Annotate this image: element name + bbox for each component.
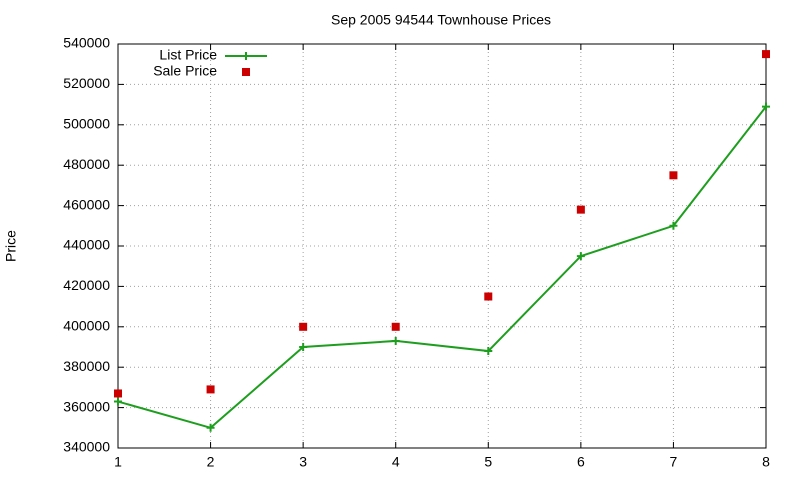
y-tick-label: 540000 [63, 35, 110, 51]
point-marker [762, 50, 770, 59]
plot-border [117, 43, 767, 449]
point-marker [299, 343, 308, 351]
x-tick-label: 1 [114, 454, 122, 470]
y-tick-label: 400000 [63, 318, 110, 334]
legend-label: List Price [159, 47, 217, 63]
legend-label: Sale Price [153, 63, 217, 79]
series-line [117, 106, 767, 429]
x-tick-label: 2 [207, 454, 215, 470]
y-axis-label: Price [3, 230, 19, 262]
y-tick-label: 360000 [63, 398, 110, 414]
point-marker [484, 347, 493, 356]
y-tick-label: 480000 [63, 156, 110, 172]
point-marker [762, 102, 770, 111]
point-marker [206, 423, 215, 432]
point-marker [206, 385, 215, 394]
x-tick-label: 3 [299, 454, 307, 470]
point-marker [576, 205, 585, 214]
y-tick-label: 460000 [63, 196, 110, 212]
y-tick-label: 440000 [63, 237, 110, 253]
legend-marker [242, 52, 250, 60]
y-tick-label: 520000 [63, 75, 110, 91]
x-tick-label: 8 [762, 454, 770, 470]
y-tick-label: 380000 [63, 358, 110, 374]
x-tick-label: 4 [392, 454, 400, 470]
y-tick-label: 420000 [63, 277, 110, 293]
point-marker [299, 322, 308, 331]
legend-marker [242, 68, 250, 76]
point-marker [114, 389, 122, 398]
y-tick-label: 500000 [63, 116, 110, 132]
point-marker [669, 171, 678, 180]
x-tick-label: 5 [484, 454, 492, 470]
y-tick-label: 340000 [63, 439, 110, 455]
x-tick-label: 6 [577, 454, 585, 470]
chart-title: Sep 2005 94544 Townhouse Prices [331, 12, 551, 28]
point-marker [669, 221, 678, 230]
point-marker [391, 336, 400, 345]
point-marker [391, 322, 400, 331]
point-marker [484, 292, 493, 301]
x-tick-label: 7 [670, 454, 678, 470]
point-marker [576, 252, 585, 261]
point-marker [114, 397, 122, 406]
